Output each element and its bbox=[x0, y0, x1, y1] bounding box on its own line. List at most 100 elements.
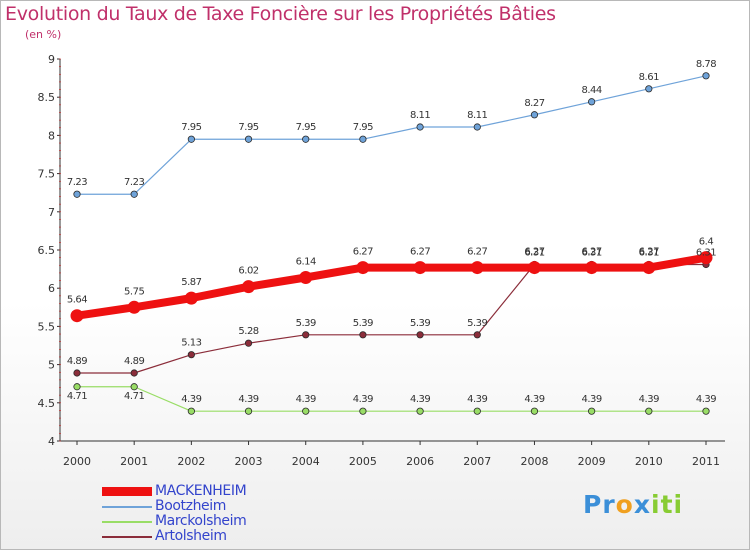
x-tick-label: 2010 bbox=[635, 455, 663, 468]
data-label-bootzheim: 7.95 bbox=[238, 122, 258, 133]
data-point-mackenheim bbox=[470, 261, 484, 275]
x-tick-label: 2003 bbox=[235, 455, 263, 468]
series-line-artolsheim bbox=[76, 263, 707, 374]
y-tick-label: 7.5 bbox=[38, 168, 56, 181]
data-point-marckolsheim bbox=[530, 407, 539, 415]
data-point-artolsheim bbox=[302, 331, 310, 339]
data-point-mackenheim bbox=[585, 261, 599, 275]
logo-letter: P bbox=[583, 490, 603, 519]
data-point-mackenheim bbox=[127, 300, 141, 314]
data-label-artolsheim: 4.89 bbox=[124, 356, 144, 367]
data-point-bootzheim bbox=[702, 72, 710, 80]
data-point-marckolsheim bbox=[130, 383, 138, 391]
series-line-bootzheim bbox=[76, 75, 707, 195]
data-point-marckolsheim bbox=[645, 407, 653, 415]
data-label-artolsheim: 5.39 bbox=[467, 318, 487, 329]
logo-letter: i bbox=[673, 490, 684, 519]
data-label-artolsheim: 5.28 bbox=[238, 326, 258, 337]
data-label-marckolsheim: 4.39 bbox=[467, 394, 487, 405]
data-point-marckolsheim bbox=[416, 407, 424, 415]
x-tick-label: 2000 bbox=[63, 455, 91, 468]
data-label-bootzheim: 7.95 bbox=[353, 122, 373, 133]
data-label-mackenheim: 5.64 bbox=[67, 295, 87, 306]
data-label-bootzheim: 7.95 bbox=[181, 122, 201, 133]
x-tick-label: 2008 bbox=[520, 455, 548, 468]
data-point-bootzheim bbox=[73, 190, 81, 198]
y-tick-label: 8 bbox=[48, 129, 55, 142]
chart-subtitle: (en %) bbox=[25, 28, 62, 41]
data-label-marckolsheim: 4.39 bbox=[296, 394, 316, 405]
data-label-artolsheim: 5.39 bbox=[296, 318, 316, 329]
logo-letter: o bbox=[615, 490, 634, 519]
data-label-bootzheim: 8.27 bbox=[524, 98, 544, 109]
data-point-mackenheim bbox=[699, 251, 713, 265]
data-label-marckolsheim: 4.39 bbox=[353, 394, 373, 405]
y-tick-label: 6.5 bbox=[38, 244, 56, 257]
data-label-mackenheim: 6.27 bbox=[582, 247, 602, 258]
data-point-marckolsheim bbox=[702, 407, 710, 415]
data-label-mackenheim: 5.87 bbox=[181, 277, 201, 288]
data-point-mackenheim bbox=[356, 261, 370, 275]
data-point-marckolsheim bbox=[359, 407, 367, 415]
data-point-bootzheim bbox=[359, 135, 367, 143]
data-point-artolsheim bbox=[130, 369, 138, 377]
data-label-mackenheim: 6.27 bbox=[639, 247, 659, 258]
legend-label-mackenheim: MACKENHEIM bbox=[155, 483, 247, 499]
data-label-artolsheim: 6.31 bbox=[696, 248, 716, 259]
x-tick-label: 2011 bbox=[692, 455, 720, 468]
data-point-bootzheim bbox=[187, 135, 195, 143]
data-point-bootzheim bbox=[130, 190, 138, 198]
y-tick-label: 6 bbox=[48, 282, 55, 295]
data-point-artolsheim bbox=[473, 331, 481, 339]
y-tick-label: 4 bbox=[48, 435, 55, 448]
data-label-artolsheim: 6.31 bbox=[582, 248, 602, 259]
data-point-marckolsheim bbox=[73, 383, 81, 391]
series-line-mackenheim bbox=[73, 253, 710, 320]
data-label-marckolsheim: 4.71 bbox=[67, 391, 87, 402]
data-point-marckolsheim bbox=[302, 407, 310, 415]
data-point-marckolsheim bbox=[187, 407, 195, 415]
legend-label-artolsheim: Artolsheim bbox=[155, 528, 227, 544]
data-point-bootzheim bbox=[588, 98, 596, 106]
data-label-artolsheim: 5.39 bbox=[353, 318, 373, 329]
data-label-marckolsheim: 4.71 bbox=[124, 391, 144, 402]
data-label-marckolsheim: 4.39 bbox=[181, 394, 201, 405]
data-label-bootzheim: 7.23 bbox=[124, 177, 144, 188]
legend-swatch-mackenheim bbox=[102, 487, 152, 496]
legend-swatch-marckolsheim bbox=[102, 521, 152, 523]
data-point-bootzheim bbox=[302, 135, 310, 143]
y-tick-label: 5 bbox=[48, 359, 55, 372]
data-label-marckolsheim: 4.39 bbox=[238, 394, 258, 405]
data-label-mackenheim: 6.27 bbox=[524, 247, 544, 258]
data-point-mackenheim bbox=[527, 261, 541, 275]
logo-letter: r bbox=[602, 490, 616, 519]
data-label-mackenheim: 6.27 bbox=[353, 247, 373, 258]
data-label-artolsheim: 6.31 bbox=[524, 248, 544, 259]
data-point-artolsheim bbox=[187, 351, 195, 359]
data-label-mackenheim: 6.14 bbox=[296, 257, 316, 268]
data-point-bootzheim bbox=[645, 85, 653, 93]
series-line-marckolsheim bbox=[76, 386, 707, 412]
data-point-marckolsheim bbox=[588, 407, 596, 415]
data-point-mackenheim bbox=[642, 261, 656, 275]
data-label-artolsheim: 4.89 bbox=[67, 356, 87, 367]
data-label-bootzheim: 7.95 bbox=[296, 122, 316, 133]
data-label-marckolsheim: 4.39 bbox=[639, 394, 659, 405]
data-label-marckolsheim: 4.39 bbox=[410, 394, 430, 405]
data-point-bootzheim bbox=[244, 135, 253, 143]
data-label-bootzheim: 8.61 bbox=[639, 72, 659, 83]
data-label-bootzheim: 8.78 bbox=[696, 59, 716, 70]
logo-letter: i bbox=[651, 490, 661, 519]
y-tick-label: 7 bbox=[48, 206, 55, 219]
data-point-artolsheim bbox=[416, 331, 424, 339]
legend-label-marckolsheim: Marckolsheim bbox=[155, 513, 247, 529]
data-label-mackenheim: 6.27 bbox=[467, 247, 487, 258]
chart-title: Evolution du Taux de Taxe Foncière sur l… bbox=[5, 3, 556, 25]
legend-swatch-artolsheim bbox=[102, 536, 152, 538]
data-label-mackenheim: 6.27 bbox=[410, 247, 430, 258]
data-label-bootzheim: 7.23 bbox=[67, 177, 87, 188]
y-tick-label: 8.5 bbox=[38, 91, 56, 104]
data-point-mackenheim bbox=[242, 280, 256, 294]
